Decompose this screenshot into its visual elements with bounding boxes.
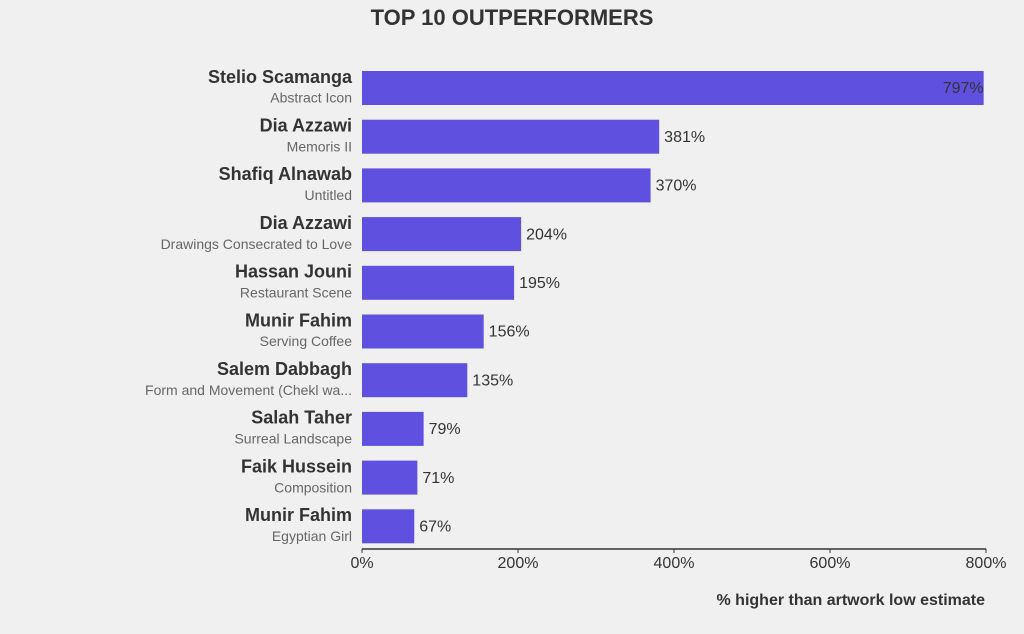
- artwork-label: Abstract Icon: [270, 90, 352, 106]
- value-label: 135%: [472, 372, 513, 389]
- chart-title: TOP 10 OUTPERFORMERS: [371, 5, 654, 30]
- artist-label: Salah Taher: [251, 408, 352, 428]
- artwork-label: Drawings Consecrated to Love: [161, 236, 353, 252]
- x-axis-title: % higher than artwork low estimate: [717, 592, 986, 609]
- artist-label: Munir Fahim: [245, 310, 352, 330]
- artist-label: Stelio Scamanga: [208, 67, 353, 87]
- artist-label: Hassan Jouni: [235, 262, 352, 282]
- artwork-label: Composition: [274, 479, 352, 495]
- artwork-label: Form and Movement (Chekl wa...: [145, 382, 352, 398]
- x-tick-label: 600%: [810, 555, 851, 572]
- bar: [362, 168, 651, 203]
- x-tick-label: 200%: [498, 555, 539, 572]
- artwork-label: Restaurant Scene: [240, 285, 352, 301]
- artist-label: Munir Fahim: [245, 505, 352, 525]
- bar: [362, 314, 484, 349]
- bar: [362, 119, 660, 154]
- value-label: 797%: [943, 80, 984, 97]
- artist-label: Shafiq Alnawab: [219, 164, 352, 184]
- artist-label: Dia Azzawi: [260, 213, 352, 233]
- value-label: 195%: [519, 275, 560, 292]
- artist-label: Salem Dabbagh: [217, 359, 352, 379]
- bar: [362, 363, 468, 398]
- value-label: 370%: [656, 178, 697, 195]
- value-label: 79%: [429, 421, 461, 438]
- x-tick-label: 0%: [350, 555, 373, 572]
- bar: [362, 217, 522, 252]
- bar: [362, 265, 515, 300]
- artwork-label: Memoris II: [287, 138, 352, 154]
- value-label: 381%: [664, 129, 705, 146]
- artwork-label: Egyptian Girl: [272, 528, 352, 544]
- bar: [362, 509, 415, 544]
- bar: [362, 71, 984, 105]
- artist-label: Dia Azzawi: [260, 115, 352, 135]
- bar: [362, 460, 418, 495]
- x-tick-label: 800%: [966, 555, 1007, 572]
- value-label: 71%: [422, 470, 454, 487]
- artist-label: Faik Hussein: [241, 456, 352, 476]
- bar: [362, 411, 424, 446]
- value-label: 156%: [489, 324, 530, 341]
- artwork-label: Surreal Landscape: [234, 431, 352, 447]
- artwork-label: Serving Coffee: [260, 333, 353, 349]
- x-tick-label: 400%: [654, 555, 695, 572]
- value-label: 67%: [419, 519, 451, 536]
- value-label: 204%: [526, 226, 567, 243]
- artwork-label: Untitled: [305, 187, 352, 203]
